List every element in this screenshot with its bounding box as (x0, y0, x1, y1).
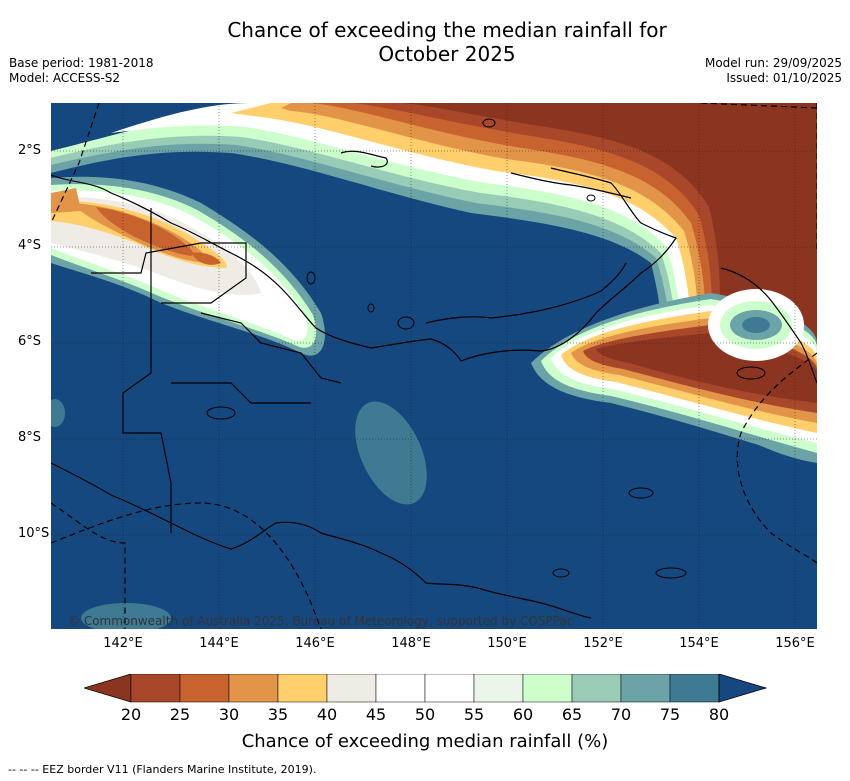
colorbar-tick-45: 45 (365, 705, 387, 724)
lon-label-142: 142°E (103, 636, 143, 651)
colorbar-segment (130, 674, 181, 703)
lat-label-10s: 10°S (18, 526, 50, 541)
meta-left: Base period: 1981-2018 Model: ACCESS-S2 (9, 56, 154, 86)
lat-label-2s: 2°S (18, 143, 42, 158)
colorbar-arrow-high (718, 674, 768, 703)
colorbar-tick-75: 75 (659, 705, 681, 724)
lon-label-150: 150°E (487, 636, 527, 651)
lon-label-146: 146°E (295, 636, 335, 651)
graticule (51, 103, 817, 629)
issued-date: Issued: 01/10/2025 (726, 71, 842, 85)
lon-label-152: 152°E (583, 636, 623, 651)
lon-label-148: 148°E (391, 636, 431, 651)
wet-blob-west (51, 399, 65, 427)
colorbar-segment (473, 674, 524, 703)
lon-label-156: 156°E (775, 636, 815, 651)
borders (91, 208, 342, 533)
meta-right: Model run: 29/09/2025 Issued: 01/10/2025 (705, 56, 842, 86)
rainfall-map (51, 103, 817, 629)
lat-label-4s: 4°S (18, 238, 42, 253)
islands (206, 118, 766, 579)
colorbar-segment (277, 674, 328, 703)
colorbar-segment (179, 674, 230, 703)
colorbar-segment (424, 674, 475, 703)
dry-region-east (531, 289, 817, 463)
colorbar-tick-80: 80 (708, 705, 730, 724)
lon-label-154: 154°E (679, 636, 719, 651)
model-run: Model run: 29/09/2025 (704, 56, 842, 70)
colorbar-segment (375, 674, 426, 703)
eez-borders (51, 103, 817, 629)
dry-region-north (51, 103, 817, 463)
title-line-2: October 2025 (378, 42, 516, 66)
colorbar-segment (571, 674, 622, 703)
copyright-text: © Commonwealth of Australia 2025, Bureau… (68, 614, 574, 628)
colorbar-segment (669, 674, 720, 703)
colorbar-tick-50: 50 (414, 705, 436, 724)
lon-label-144: 144°E (199, 636, 239, 651)
colorbar-tick-40: 40 (316, 705, 338, 724)
lat-label-8s: 8°S (18, 430, 42, 445)
colorbar (84, 674, 768, 703)
colorbar-tick-35: 35 (267, 705, 289, 724)
title-line-1: Chance of exceeding the median rainfall … (227, 18, 667, 42)
colorbar-tick-25: 25 (169, 705, 191, 724)
colorbar-tick-20: 20 (120, 705, 142, 724)
lat-label-6s: 6°S (18, 334, 42, 349)
wet-blob-south (81, 603, 171, 629)
colorbar-segment (326, 674, 377, 703)
colorbar-tick-30: 30 (218, 705, 240, 724)
map-title: Chance of exceeding the median rainfall … (150, 18, 744, 66)
colorbar-arrow-low (84, 674, 132, 703)
eez-footnote: -- -- -- EEZ border V11 (Flanders Marine… (8, 763, 317, 776)
colorbar-tick-70: 70 (610, 705, 632, 724)
colorbar-tick-55: 55 (463, 705, 485, 724)
colorbar-segment (522, 674, 573, 703)
model-name: Model: ACCESS-S2 (9, 71, 121, 85)
wet-blob-gulf (355, 401, 427, 505)
colorbar-tick-60: 60 (512, 705, 534, 724)
colorbar-title: Chance of exceeding median rainfall (%) (241, 731, 609, 752)
colorbar-segment (620, 674, 671, 703)
colorbar-segment (228, 674, 279, 703)
dry-region-west (51, 176, 325, 356)
base-period: Base period: 1981-2018 (9, 56, 154, 70)
colorbar-tick-65: 65 (561, 705, 583, 724)
